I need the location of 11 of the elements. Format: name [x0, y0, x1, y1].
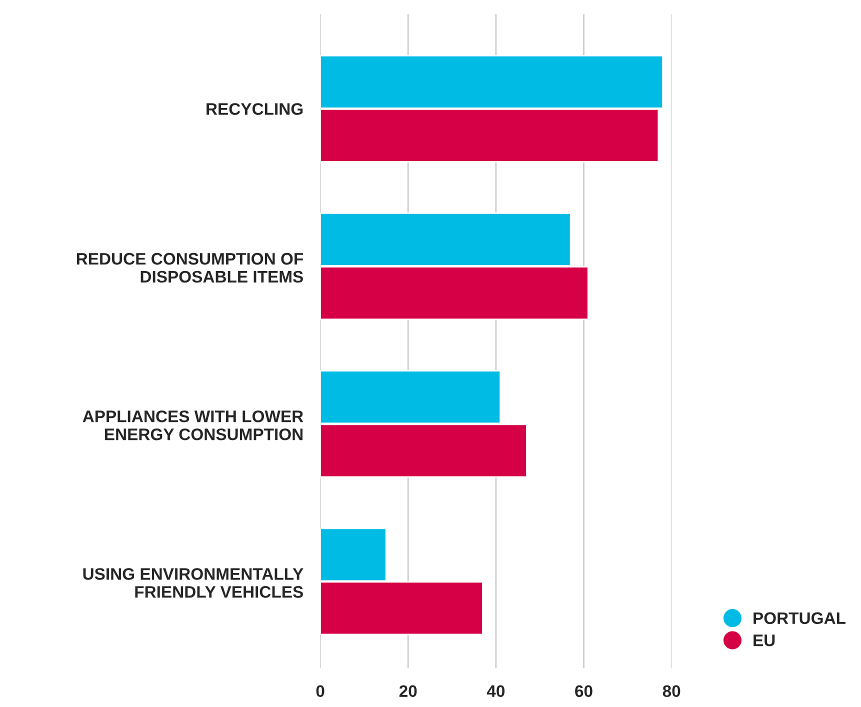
- legend-label: EU: [754, 634, 775, 646]
- x-tick-label: 60: [575, 685, 592, 698]
- x-tick-label: 0: [316, 685, 324, 698]
- y-tick-label: RECYCLING: [206, 103, 303, 115]
- legend-label: PORTUGAL: [754, 612, 846, 624]
- x-tick-label: 20: [399, 685, 417, 698]
- y-tick-label: USING ENVIRONMENTALLY FRIENDLY VEHICLES: [83, 568, 304, 598]
- x-tick-label: 40: [486, 685, 505, 698]
- y-tick-label: APPLIANCES WITH LOWER ENERGY CONSUMPTION: [82, 410, 304, 440]
- x-tick-label: 80: [662, 685, 680, 698]
- y-tick-label: REDUCE CONSUMPTION OF DISPOSABLE ITEMS: [76, 252, 304, 283]
